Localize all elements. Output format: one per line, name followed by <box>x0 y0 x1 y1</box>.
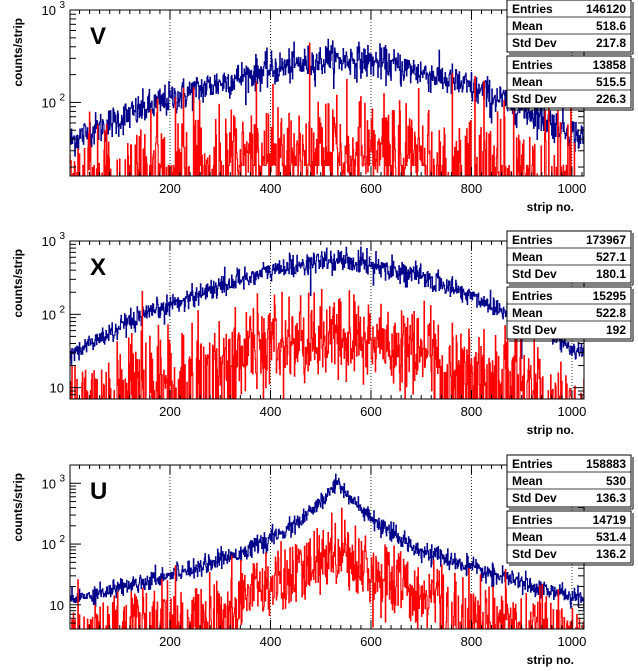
stats-box: Entries 158883 Mean 530 Std Dev 136.3 <box>506 454 634 510</box>
x-tick-label: 800 <box>461 181 483 196</box>
stats-value: 531.4 <box>596 530 626 544</box>
stats-value: 527.1 <box>596 250 626 264</box>
y-tick-exponent: 3 <box>59 0 65 11</box>
stats-value: 136.2 <box>596 547 626 561</box>
series-blue-line <box>70 38 584 157</box>
stats-label: Entries <box>512 2 553 16</box>
y-tick-label: 10 <box>42 476 56 491</box>
stats-box: Entries 13858 Mean 515.5 Std Dev 226.3 <box>506 55 634 111</box>
stats-value: 158883 <box>586 457 626 471</box>
stats-value: 226.3 <box>596 92 626 106</box>
stats-value: 518.6 <box>596 19 626 33</box>
panel-label: V <box>90 23 106 50</box>
series-blue-line <box>70 473 584 610</box>
stats-label: Std Dev <box>512 491 557 505</box>
x-tick-label: 200 <box>159 634 181 649</box>
x-tick-label: 200 <box>159 181 181 196</box>
stats-label: Entries <box>512 233 553 247</box>
stats-value: 522.8 <box>596 306 626 320</box>
x-tick-label: 400 <box>260 181 282 196</box>
y-tick-exponent: 2 <box>59 534 65 545</box>
x-axis-title: strip no. <box>527 200 574 214</box>
stats-label: Entries <box>512 513 553 527</box>
stats-label: Entries <box>512 289 553 303</box>
stats-label: Std Dev <box>512 36 557 50</box>
stats-label: Mean <box>512 306 543 320</box>
stats-label: Mean <box>512 75 543 89</box>
stats-label: Std Dev <box>512 547 557 561</box>
x-tick-label: 1000 <box>557 181 586 196</box>
stats-value: 217.8 <box>596 36 626 50</box>
y-axis-title: counts/strip <box>11 249 25 318</box>
stats-box: Entries 14719 Mean 531.4 Std Dev 136.2 <box>506 510 634 566</box>
x-tick-label: 200 <box>159 404 181 419</box>
x-axis-title: strip no. <box>527 423 574 437</box>
stats-label: Mean <box>512 19 543 33</box>
y-axis-title: counts/strip <box>11 473 25 542</box>
stats-label: Entries <box>512 58 553 72</box>
stats-box: Entries 146120 Mean 518.6 Std Dev 217.8 <box>506 0 634 55</box>
stats-label: Std Dev <box>512 267 557 281</box>
y-tick-exponent: 2 <box>59 92 65 103</box>
panel-label: U <box>90 478 107 505</box>
x-axis-title: strip no. <box>527 653 574 667</box>
stats-value: 173967 <box>586 233 626 247</box>
stats-box-frame <box>506 286 632 340</box>
stats-label: Std Dev <box>512 323 557 337</box>
y-tick-label: 10 <box>42 307 56 322</box>
y-tick-exponent: 2 <box>59 304 65 315</box>
stats-box-frame <box>506 0 632 53</box>
x-tick-label: 600 <box>360 181 382 196</box>
stats-value: 136.3 <box>596 491 626 505</box>
y-tick-label: 10 <box>42 234 56 249</box>
stats-value: 530 <box>606 474 626 488</box>
y-tick-exponent: 3 <box>59 231 65 242</box>
stats-box-frame <box>506 454 632 508</box>
stats-value: 180.1 <box>596 267 626 281</box>
stats-box-frame <box>506 510 632 564</box>
y-tick-exponent: 3 <box>59 473 65 484</box>
stats-value: 13858 <box>593 58 627 72</box>
x-tick-label: 600 <box>360 404 382 419</box>
y-tick-label: 10 <box>42 95 56 110</box>
y-axis-title: counts/strip <box>11 18 25 87</box>
x-tick-label: 800 <box>461 404 483 419</box>
y-tick-label: 10 <box>50 598 64 613</box>
stats-value: 192 <box>606 323 626 337</box>
x-tick-label: 800 <box>461 634 483 649</box>
stats-value: 146120 <box>586 2 626 16</box>
y-tick-label: 10 <box>42 3 56 18</box>
x-tick-label: 400 <box>260 404 282 419</box>
stats-label: Mean <box>512 474 543 488</box>
x-tick-label: 400 <box>260 634 282 649</box>
stats-box-frame <box>506 230 632 284</box>
series-red-line <box>70 288 584 399</box>
series-red-line <box>70 42 584 176</box>
stats-label: Mean <box>512 530 543 544</box>
x-tick-label: 1000 <box>557 404 586 419</box>
stats-box-frame <box>506 55 632 109</box>
series-blue-line <box>70 246 584 365</box>
series-red-line <box>70 507 584 629</box>
stats-box: Entries 15295 Mean 522.8 Std Dev 192 <box>506 286 634 342</box>
y-tick-label: 10 <box>42 537 56 552</box>
y-tick-label: 10 <box>50 381 64 396</box>
stats-value: 14719 <box>593 513 627 527</box>
stats-label: Std Dev <box>512 92 557 106</box>
stats-value: 15295 <box>593 289 627 303</box>
x-tick-label: 600 <box>360 634 382 649</box>
panel-label: X <box>90 254 106 281</box>
stats-label: Entries <box>512 457 553 471</box>
stats-value: 515.5 <box>596 75 626 89</box>
stats-box: Entries 173967 Mean 527.1 Std Dev 180.1 <box>506 230 634 286</box>
x-tick-label: 1000 <box>557 634 586 649</box>
stats-label: Mean <box>512 250 543 264</box>
